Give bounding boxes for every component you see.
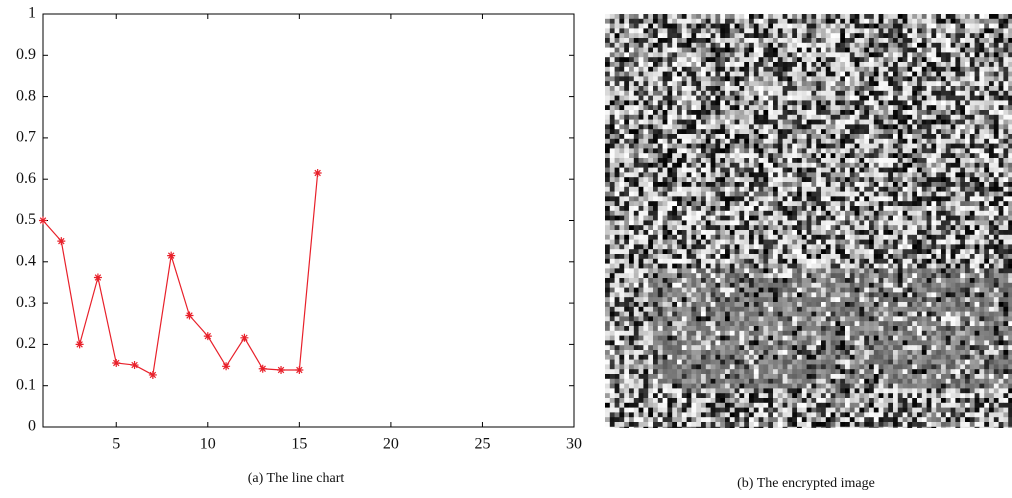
x-tick-label: 10: [200, 436, 216, 453]
caption: (b) The encrypted image: [737, 476, 875, 491]
caption: (a) The line chart: [248, 471, 345, 486]
encrypted-image: [605, 14, 1012, 428]
data-point: [259, 365, 267, 373]
y-tick-label: 0.5: [16, 211, 36, 228]
y-tick-label: 0.9: [16, 46, 36, 63]
data-point: [167, 252, 175, 260]
x-tick-label: 15: [291, 436, 307, 453]
data-point: [204, 332, 212, 340]
x-tick-label: 30: [566, 436, 582, 453]
x-tick-label: 20: [383, 436, 399, 453]
data-point: [295, 366, 303, 374]
x-tick-label: 25: [474, 436, 490, 453]
plot-frame: [43, 14, 574, 427]
y-tick-label: 0.7: [16, 129, 36, 146]
data-point: [94, 273, 102, 281]
y-tick-label: 0: [28, 418, 36, 435]
data-point: [131, 361, 139, 369]
data-point: [240, 334, 248, 342]
x-tick-label: 5: [112, 436, 120, 453]
data-point: [314, 169, 322, 177]
y-tick-label: 0.2: [16, 335, 36, 352]
data-point: [222, 362, 230, 370]
y-tick-label: 0.8: [16, 87, 36, 104]
data-point: [39, 217, 47, 225]
data-point: [112, 359, 120, 367]
data-point: [149, 371, 157, 379]
data-point: [76, 340, 84, 348]
y-tick-label: 0.1: [16, 376, 36, 393]
y-tick-label: 0.6: [16, 170, 36, 187]
y-tick-label: 1: [28, 5, 36, 22]
data-point: [185, 311, 193, 319]
y-tick-label: 0.3: [16, 294, 36, 311]
data-line: [43, 173, 318, 375]
y-tick-label: 0.4: [16, 252, 36, 269]
data-point: [277, 366, 285, 374]
